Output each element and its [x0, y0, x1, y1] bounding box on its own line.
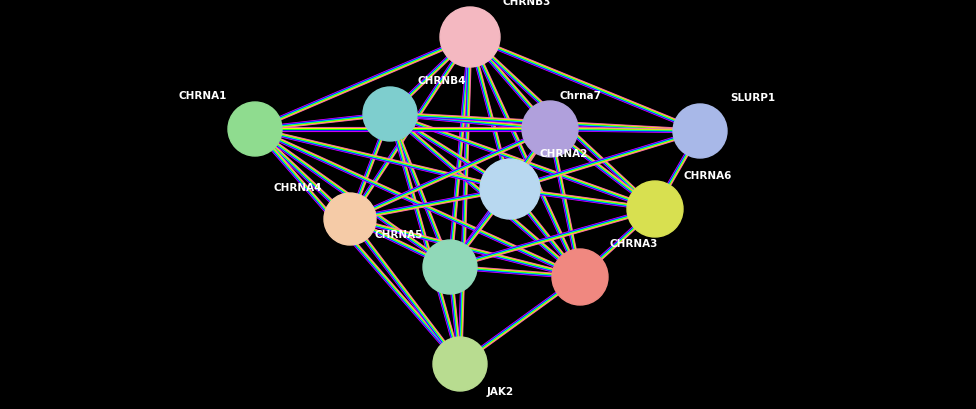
Text: SLURP1: SLURP1 — [730, 93, 775, 103]
Text: CHRNA3: CHRNA3 — [609, 239, 658, 249]
Circle shape — [423, 240, 477, 294]
Text: CHRNA2: CHRNA2 — [540, 149, 589, 159]
Circle shape — [228, 102, 282, 156]
Text: CHRNA5: CHRNA5 — [375, 230, 423, 240]
Circle shape — [324, 193, 376, 245]
Text: CHRNA4: CHRNA4 — [273, 183, 322, 193]
Circle shape — [433, 337, 487, 391]
Circle shape — [363, 87, 417, 141]
Circle shape — [480, 159, 540, 219]
Circle shape — [552, 249, 608, 305]
Text: Chrna7: Chrna7 — [560, 91, 602, 101]
Text: JAK2: JAK2 — [487, 387, 514, 397]
Circle shape — [522, 101, 578, 157]
Circle shape — [673, 104, 727, 158]
Circle shape — [627, 181, 683, 237]
Text: CHRNA6: CHRNA6 — [684, 171, 732, 181]
Text: CHRNA1: CHRNA1 — [179, 91, 227, 101]
Text: CHRNB4: CHRNB4 — [418, 76, 467, 86]
Text: CHRNB3: CHRNB3 — [502, 0, 550, 7]
Circle shape — [440, 7, 500, 67]
